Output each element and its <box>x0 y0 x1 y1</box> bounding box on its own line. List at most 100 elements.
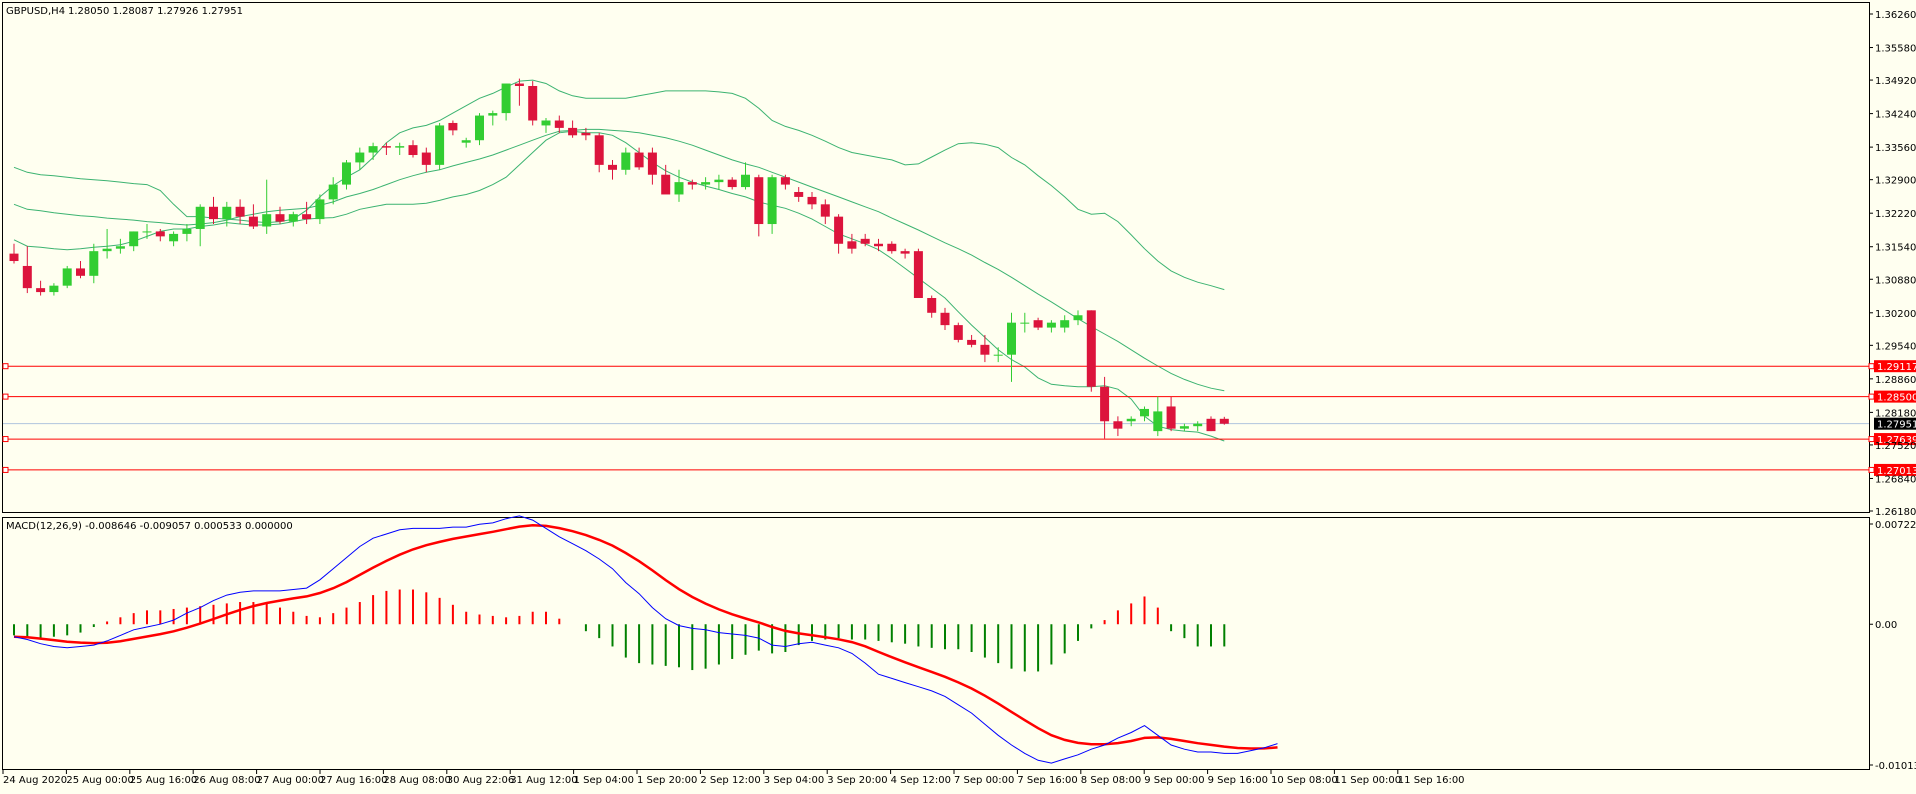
bear-candle[interactable] <box>36 288 46 293</box>
bull-candle[interactable] <box>195 206 205 229</box>
level-handle[interactable] <box>2 393 9 400</box>
bear-candle[interactable] <box>834 216 844 244</box>
bull-candle[interactable] <box>142 231 152 233</box>
bear-candle[interactable] <box>647 152 657 175</box>
bear-candle[interactable] <box>927 298 937 313</box>
bull-candle[interactable] <box>328 184 338 200</box>
bull-candle[interactable] <box>461 140 471 143</box>
level-handle[interactable] <box>1868 436 1875 443</box>
bear-candle[interactable] <box>22 265 32 289</box>
bear-candle[interactable] <box>940 312 950 326</box>
bear-candle[interactable] <box>155 231 165 237</box>
bull-candle[interactable] <box>714 179 724 183</box>
bear-candle[interactable] <box>1219 418 1229 424</box>
bull-candle[interactable] <box>315 199 325 220</box>
bear-candle[interactable] <box>421 152 431 165</box>
bear-candle[interactable] <box>554 120 564 128</box>
bull-candle[interactable] <box>1179 426 1189 429</box>
bear-candle[interactable] <box>967 339 977 345</box>
bear-candle[interactable] <box>76 268 85 276</box>
bear-candle[interactable] <box>1113 421 1123 429</box>
level-handle[interactable] <box>2 436 9 443</box>
bear-candle[interactable] <box>302 214 312 220</box>
bull-candle[interactable] <box>1020 322 1030 324</box>
bull-candle[interactable] <box>62 268 72 286</box>
bear-candle[interactable] <box>913 251 923 298</box>
level-handle[interactable] <box>2 363 9 370</box>
bear-candle[interactable] <box>807 196 817 205</box>
bull-candle[interactable] <box>222 206 232 220</box>
bear-candle[interactable] <box>381 146 391 148</box>
bear-candle[interactable] <box>953 325 963 340</box>
bear-candle[interactable] <box>275 214 285 222</box>
bull-candle[interactable] <box>621 152 631 170</box>
bull-candle[interactable] <box>102 248 112 252</box>
bear-candle[interactable] <box>448 122 458 131</box>
bear-candle[interactable] <box>874 243 883 247</box>
bear-candle[interactable] <box>794 191 804 197</box>
bull-candle[interactable] <box>435 125 445 165</box>
bear-candle[interactable] <box>209 206 218 220</box>
bull-candle[interactable] <box>488 113 498 116</box>
bull-candle[interactable] <box>674 182 684 195</box>
bull-candle[interactable] <box>129 231 139 247</box>
bull-candle[interactable] <box>115 246 125 249</box>
bear-candle[interactable] <box>1100 386 1110 422</box>
bear-candle[interactable] <box>235 206 245 217</box>
bear-candle[interactable] <box>9 253 19 262</box>
bear-candle[interactable] <box>754 177 764 225</box>
bear-candle[interactable] <box>661 174 671 195</box>
bear-candle[interactable] <box>608 164 617 170</box>
bull-candle[interactable] <box>501 83 511 114</box>
bull-candle[interactable] <box>49 285 59 293</box>
bull-candle[interactable] <box>1140 408 1149 417</box>
bear-candle[interactable] <box>514 83 524 86</box>
bull-candle[interactable] <box>1007 322 1016 355</box>
bull-candle[interactable] <box>541 120 551 126</box>
bull-candle[interactable] <box>288 214 298 222</box>
bull-candle[interactable] <box>89 251 99 276</box>
bear-candle[interactable] <box>581 132 591 136</box>
bull-candle[interactable] <box>767 177 777 225</box>
bear-candle[interactable] <box>980 344 990 355</box>
level-handle[interactable] <box>1868 466 1875 473</box>
bear-candle[interactable] <box>634 152 644 168</box>
bull-candle[interactable] <box>342 162 351 185</box>
bear-candle[interactable] <box>820 204 830 217</box>
bull-candle[interactable] <box>701 182 711 185</box>
bull-candle[interactable] <box>741 174 750 188</box>
bull-candle[interactable] <box>1046 322 1056 328</box>
bear-candle[interactable] <box>1086 310 1096 387</box>
bear-candle[interactable] <box>687 182 697 185</box>
bull-candle[interactable] <box>355 152 365 163</box>
bear-candle[interactable] <box>900 251 910 254</box>
bear-candle[interactable] <box>727 179 737 188</box>
bull-candle[interactable] <box>1153 411 1163 432</box>
bull-candle[interactable] <box>368 146 378 153</box>
bull-candle[interactable] <box>1073 315 1083 321</box>
bear-candle[interactable] <box>780 177 790 185</box>
bull-candle[interactable] <box>475 115 484 141</box>
bear-candle[interactable] <box>408 145 418 156</box>
bull-candle[interactable] <box>395 146 405 148</box>
level-handle[interactable] <box>1868 363 1875 370</box>
bear-candle[interactable] <box>528 85 538 121</box>
bear-candle[interactable] <box>594 135 604 165</box>
bear-candle[interactable] <box>1206 418 1216 432</box>
bull-candle[interactable] <box>262 214 272 227</box>
bear-candle[interactable] <box>860 238 870 244</box>
level-handle[interactable] <box>2 466 9 473</box>
level-handle[interactable] <box>1868 393 1875 400</box>
bear-candle[interactable] <box>1033 320 1043 328</box>
bull-candle[interactable] <box>1126 418 1136 422</box>
bear-candle[interactable] <box>568 127 578 136</box>
bull-candle[interactable] <box>182 228 192 234</box>
bear-candle[interactable] <box>887 243 897 252</box>
bear-candle[interactable] <box>847 241 857 249</box>
bull-candle[interactable] <box>1060 320 1070 328</box>
bull-candle[interactable] <box>993 354 1003 356</box>
bull-candle[interactable] <box>169 233 179 242</box>
bear-candle[interactable] <box>1166 406 1176 429</box>
bull-candle[interactable] <box>1193 423 1203 427</box>
